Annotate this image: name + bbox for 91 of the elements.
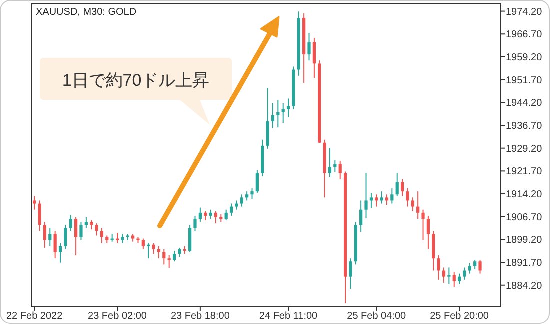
candlestick [286,98,290,118]
x-tick-label: 25 Feb 20:00 [430,311,490,322]
candlestick [178,247,182,258]
y-tick-label: 1974.20 [506,6,543,18]
candlestick [204,210,208,222]
y-tick-label: 1944.20 [506,98,543,110]
candlestick [33,196,36,210]
candlestick [95,223,98,236]
y-tick-label: 1951.70 [506,75,543,86]
candlestick [250,188,254,200]
candlestick [437,255,440,280]
candlestick [448,267,451,285]
candlestick [452,272,456,288]
candlestick [276,100,280,128]
x-tick-label: 23 Feb 02:00 [88,311,148,322]
y-tick-label: 1899.20 [506,235,543,246]
candlestick [406,188,410,208]
candlestick [364,172,368,219]
candlestick [380,191,384,204]
candlestick [48,228,52,247]
candlestick [168,255,171,269]
y-tick-label: 1959.20 [506,52,543,64]
candlestick [360,200,363,233]
candlestick [214,210,218,224]
candlestick [411,197,414,212]
candlestick [375,194,378,208]
candlestick [312,38,316,78]
x-tick-label: 24 Feb 11:00 [259,311,318,322]
candlestick [458,273,462,285]
y-tick-label: 1921.70 [506,166,543,178]
candlestick [235,200,238,210]
candlestick [240,194,244,208]
y-tick-label: 1914.20 [506,190,543,201]
y-tick-label: 1936.70 [506,121,543,132]
candlestick [147,242,150,260]
candlestick [172,250,176,262]
candlestick [116,232,120,244]
candlestick [58,242,62,264]
candlestick [282,102,285,124]
y-tick-label: 1906.70 [506,212,543,224]
candlestick [74,216,78,256]
candlestick [80,222,83,241]
candlestick [426,215,430,250]
candlestick [209,209,212,220]
candlestick [38,200,42,232]
candlestick [121,234,124,244]
candlestick [246,191,249,202]
candlestick [188,224,192,253]
candlestick [69,214,72,232]
candlestick [390,188,394,204]
candlestick [478,260,482,274]
y-tick-label: 1929.20 [506,144,543,155]
candlestick [198,207,202,223]
y-tick-label: 1891.70 [506,258,543,270]
annotation: 1日で約70ドル上昇 [62,71,210,90]
candlestick [54,230,57,260]
candlestick [442,267,446,284]
candlestick [328,148,332,178]
candlestick [385,194,389,206]
candlestick [474,260,477,270]
x-tick-label: 25 Feb 04:00 [347,311,407,322]
x-tick-label: 22 Feb 2022 [6,311,64,322]
candlestick [422,209,425,241]
candlestick [338,160,342,180]
candlestick [463,267,466,280]
candlestick [84,216,88,229]
candlestick [334,160,337,173]
candlestick [256,170,259,194]
candlestick [152,242,156,255]
candlestick [142,238,145,250]
candlestick [100,228,104,244]
candlestick [224,209,228,222]
candlestick [43,222,47,248]
y-tick-label: 1884.20 [506,280,543,292]
candlestick [349,258,352,290]
candlestick [64,224,68,250]
candlestick [90,220,94,230]
candlestick [308,32,311,62]
candlestick [162,248,166,266]
candlestick [416,191,420,220]
candlestick [468,262,472,274]
y-tick-label: 1966.70 [506,30,543,41]
candlestick [230,203,234,216]
candlestick [370,192,373,209]
x-tick-label: 23 Feb 18:00 [170,311,230,322]
candlestick [157,246,161,260]
chart-title: XAUUSD, M30: GOLD [36,7,137,18]
candlestick [396,172,399,197]
candlestick [271,102,275,129]
candlestick [400,178,404,197]
candlestick [194,215,197,232]
